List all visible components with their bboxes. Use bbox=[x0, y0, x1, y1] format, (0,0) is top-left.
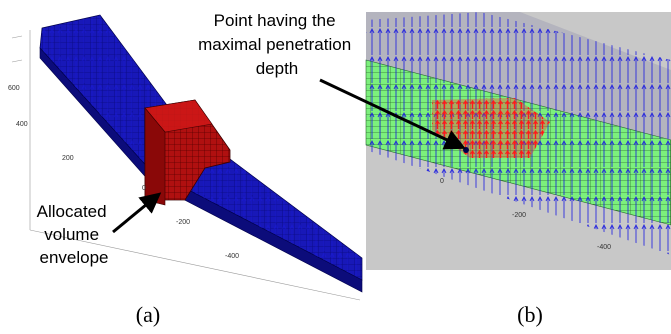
panel-a-x-axis bbox=[29, 229, 361, 301]
panel-a-tick-y200: 200 bbox=[62, 155, 74, 162]
panel-a-annotation-line-1: Allocated bbox=[37, 202, 107, 221]
panel-b-annotation-line-2: maximal penetration bbox=[198, 35, 351, 54]
panel-a-annotation-line-3: envelope bbox=[39, 248, 108, 267]
panel-b-tick-m200: -200 bbox=[512, 212, 526, 219]
panel-b-caption: (b) bbox=[517, 302, 543, 327]
max-penetration-point bbox=[463, 147, 469, 153]
panel-a-tick-y0: 0 bbox=[142, 185, 146, 192]
panel-b: 0 -200 -400 Point having the maximal pen… bbox=[198, 11, 671, 327]
panel-a-annotation: Allocated volume envelope bbox=[37, 202, 112, 267]
panel-b-tick-m400: -400 bbox=[597, 244, 611, 251]
panel-a-tick-y400: 400 bbox=[16, 121, 28, 128]
panel-a-annotation-arrow bbox=[112, 192, 162, 234]
panel-a: 600 400 200 0 -200 -400 Allocated volume… bbox=[8, 14, 363, 327]
panel-b-annotation-arrow bbox=[319, 78, 466, 150]
panel-b-annotation-line-3: depth bbox=[256, 59, 299, 78]
panel-b-annotation-line-1: Point having the bbox=[214, 11, 336, 30]
panel-a-tick-x-m200: -200 bbox=[176, 219, 190, 226]
panel-b-tick-0: 0 bbox=[440, 178, 444, 185]
panel-a-envelope bbox=[144, 99, 231, 206]
panel-a-tick-y600: 600 bbox=[8, 85, 20, 92]
panel-a-tick-x-m400: -400 bbox=[225, 253, 239, 260]
panel-b-annotation: Point having the maximal penetration dep… bbox=[198, 11, 356, 78]
panel-a-caption: (a) bbox=[136, 302, 160, 327]
panel-a-annotation-line-2: volume bbox=[44, 225, 99, 244]
